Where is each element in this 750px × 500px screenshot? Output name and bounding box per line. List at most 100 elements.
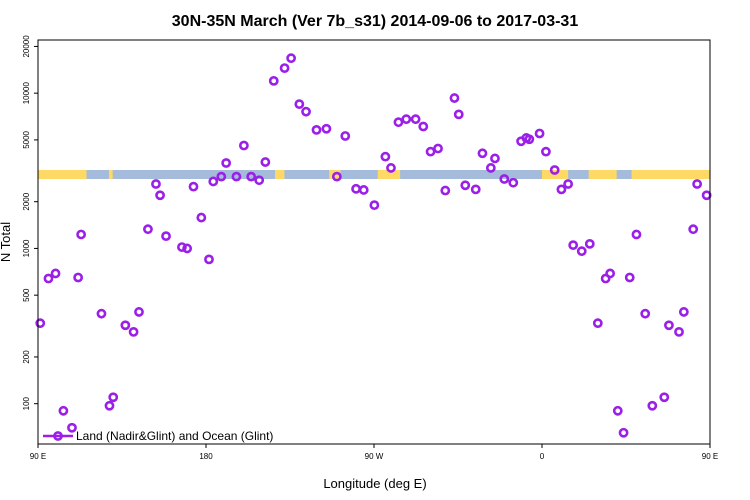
x-axis-label: Longitude (deg E) — [323, 476, 426, 491]
data-point — [231, 171, 242, 182]
data-point — [508, 177, 519, 188]
data-point — [216, 171, 227, 182]
data-point — [534, 128, 545, 139]
surface-type-band — [38, 169, 710, 180]
data-point — [108, 392, 119, 403]
data-point — [499, 174, 510, 184]
data-point — [701, 190, 712, 201]
data-point — [58, 405, 69, 416]
data-point — [568, 240, 579, 251]
data-point — [631, 229, 642, 240]
data-point — [143, 224, 153, 235]
data-point — [624, 272, 635, 283]
data-point — [449, 93, 460, 103]
y-axis-ticks: 100 200 500 1000 2000 5000 10000 20000 — [22, 35, 38, 410]
data-point — [401, 114, 412, 125]
data-point — [104, 400, 115, 411]
data-point — [592, 318, 603, 329]
data-point — [67, 422, 77, 433]
data-point — [301, 106, 311, 117]
x-axis-ticks: 90 E 180 90 W 0 90 E — [30, 444, 718, 461]
band-land-segment — [631, 169, 710, 180]
data-point — [279, 63, 290, 74]
band-land-segment — [108, 169, 113, 180]
data-point — [96, 308, 107, 319]
data-point — [134, 307, 144, 317]
data-point — [260, 157, 271, 167]
data-point — [254, 175, 265, 186]
plot-frame — [37, 39, 711, 445]
data-point — [120, 320, 131, 331]
data-point — [440, 185, 451, 196]
x-tick-label: 90 E — [30, 452, 46, 461]
x-tick-label: 90 W — [365, 452, 384, 461]
data-point — [541, 146, 551, 157]
y-tick-label: 2000 — [22, 192, 31, 210]
y-tick-label: 10000 — [22, 81, 31, 104]
data-point — [221, 158, 232, 168]
data-point — [640, 308, 651, 319]
data-point — [664, 320, 674, 331]
data-point — [678, 307, 689, 317]
data-point — [311, 124, 322, 135]
data-point — [238, 140, 249, 151]
data-point — [208, 176, 219, 187]
data-point — [340, 131, 351, 141]
x-tick-label: 180 — [199, 452, 213, 461]
data-point — [35, 318, 46, 329]
data-point — [155, 190, 165, 201]
data-point — [674, 326, 684, 337]
data-point — [196, 212, 207, 223]
data-point — [188, 181, 199, 192]
data-point — [177, 242, 187, 252]
band-land-segment — [38, 169, 87, 180]
data-point — [618, 427, 629, 438]
data-point — [50, 268, 61, 279]
legend-marker-swatch — [53, 431, 63, 441]
x-tick-label: 0 — [540, 452, 545, 461]
data-point — [182, 243, 193, 254]
y-tick-label: 20000 — [22, 35, 31, 58]
data-point — [43, 273, 54, 284]
y-tick-label: 5000 — [22, 130, 31, 148]
data-point — [321, 123, 332, 134]
data-point — [647, 400, 658, 411]
band-ocean — [38, 169, 710, 180]
data-point — [151, 179, 161, 189]
data-point — [331, 171, 342, 182]
data-point — [204, 254, 214, 265]
y-tick-label: 200 — [22, 350, 31, 364]
data-point — [490, 153, 500, 164]
data-point — [453, 109, 464, 120]
data-point — [556, 184, 567, 195]
data-point — [477, 148, 488, 159]
data-point — [268, 75, 279, 86]
data-point — [485, 163, 496, 173]
data-point — [460, 180, 471, 191]
band-land-segment — [588, 169, 617, 180]
data-point — [688, 224, 699, 235]
data-point — [563, 179, 574, 189]
data-point — [386, 163, 396, 173]
data-point — [612, 405, 623, 416]
data-point — [294, 99, 305, 110]
legend: Land (Nadir&Glint) and Ocean (Glint) — [43, 429, 273, 443]
data-point — [549, 165, 560, 175]
y-tick-label: 1000 — [22, 239, 31, 257]
band-land-segment — [275, 169, 285, 180]
data-point — [605, 268, 616, 279]
data-point — [584, 238, 595, 249]
data-point — [692, 179, 703, 189]
data-point — [76, 229, 87, 240]
data-point — [470, 184, 481, 195]
data-point — [659, 392, 670, 403]
y-tick-label: 100 — [22, 396, 31, 410]
data-point — [369, 200, 380, 211]
data-point — [418, 121, 429, 132]
data-point — [161, 231, 171, 242]
data-point — [351, 183, 361, 194]
band-land-segment — [377, 169, 401, 180]
data-point — [286, 53, 297, 64]
data-point — [425, 146, 436, 157]
data-point — [128, 326, 139, 337]
